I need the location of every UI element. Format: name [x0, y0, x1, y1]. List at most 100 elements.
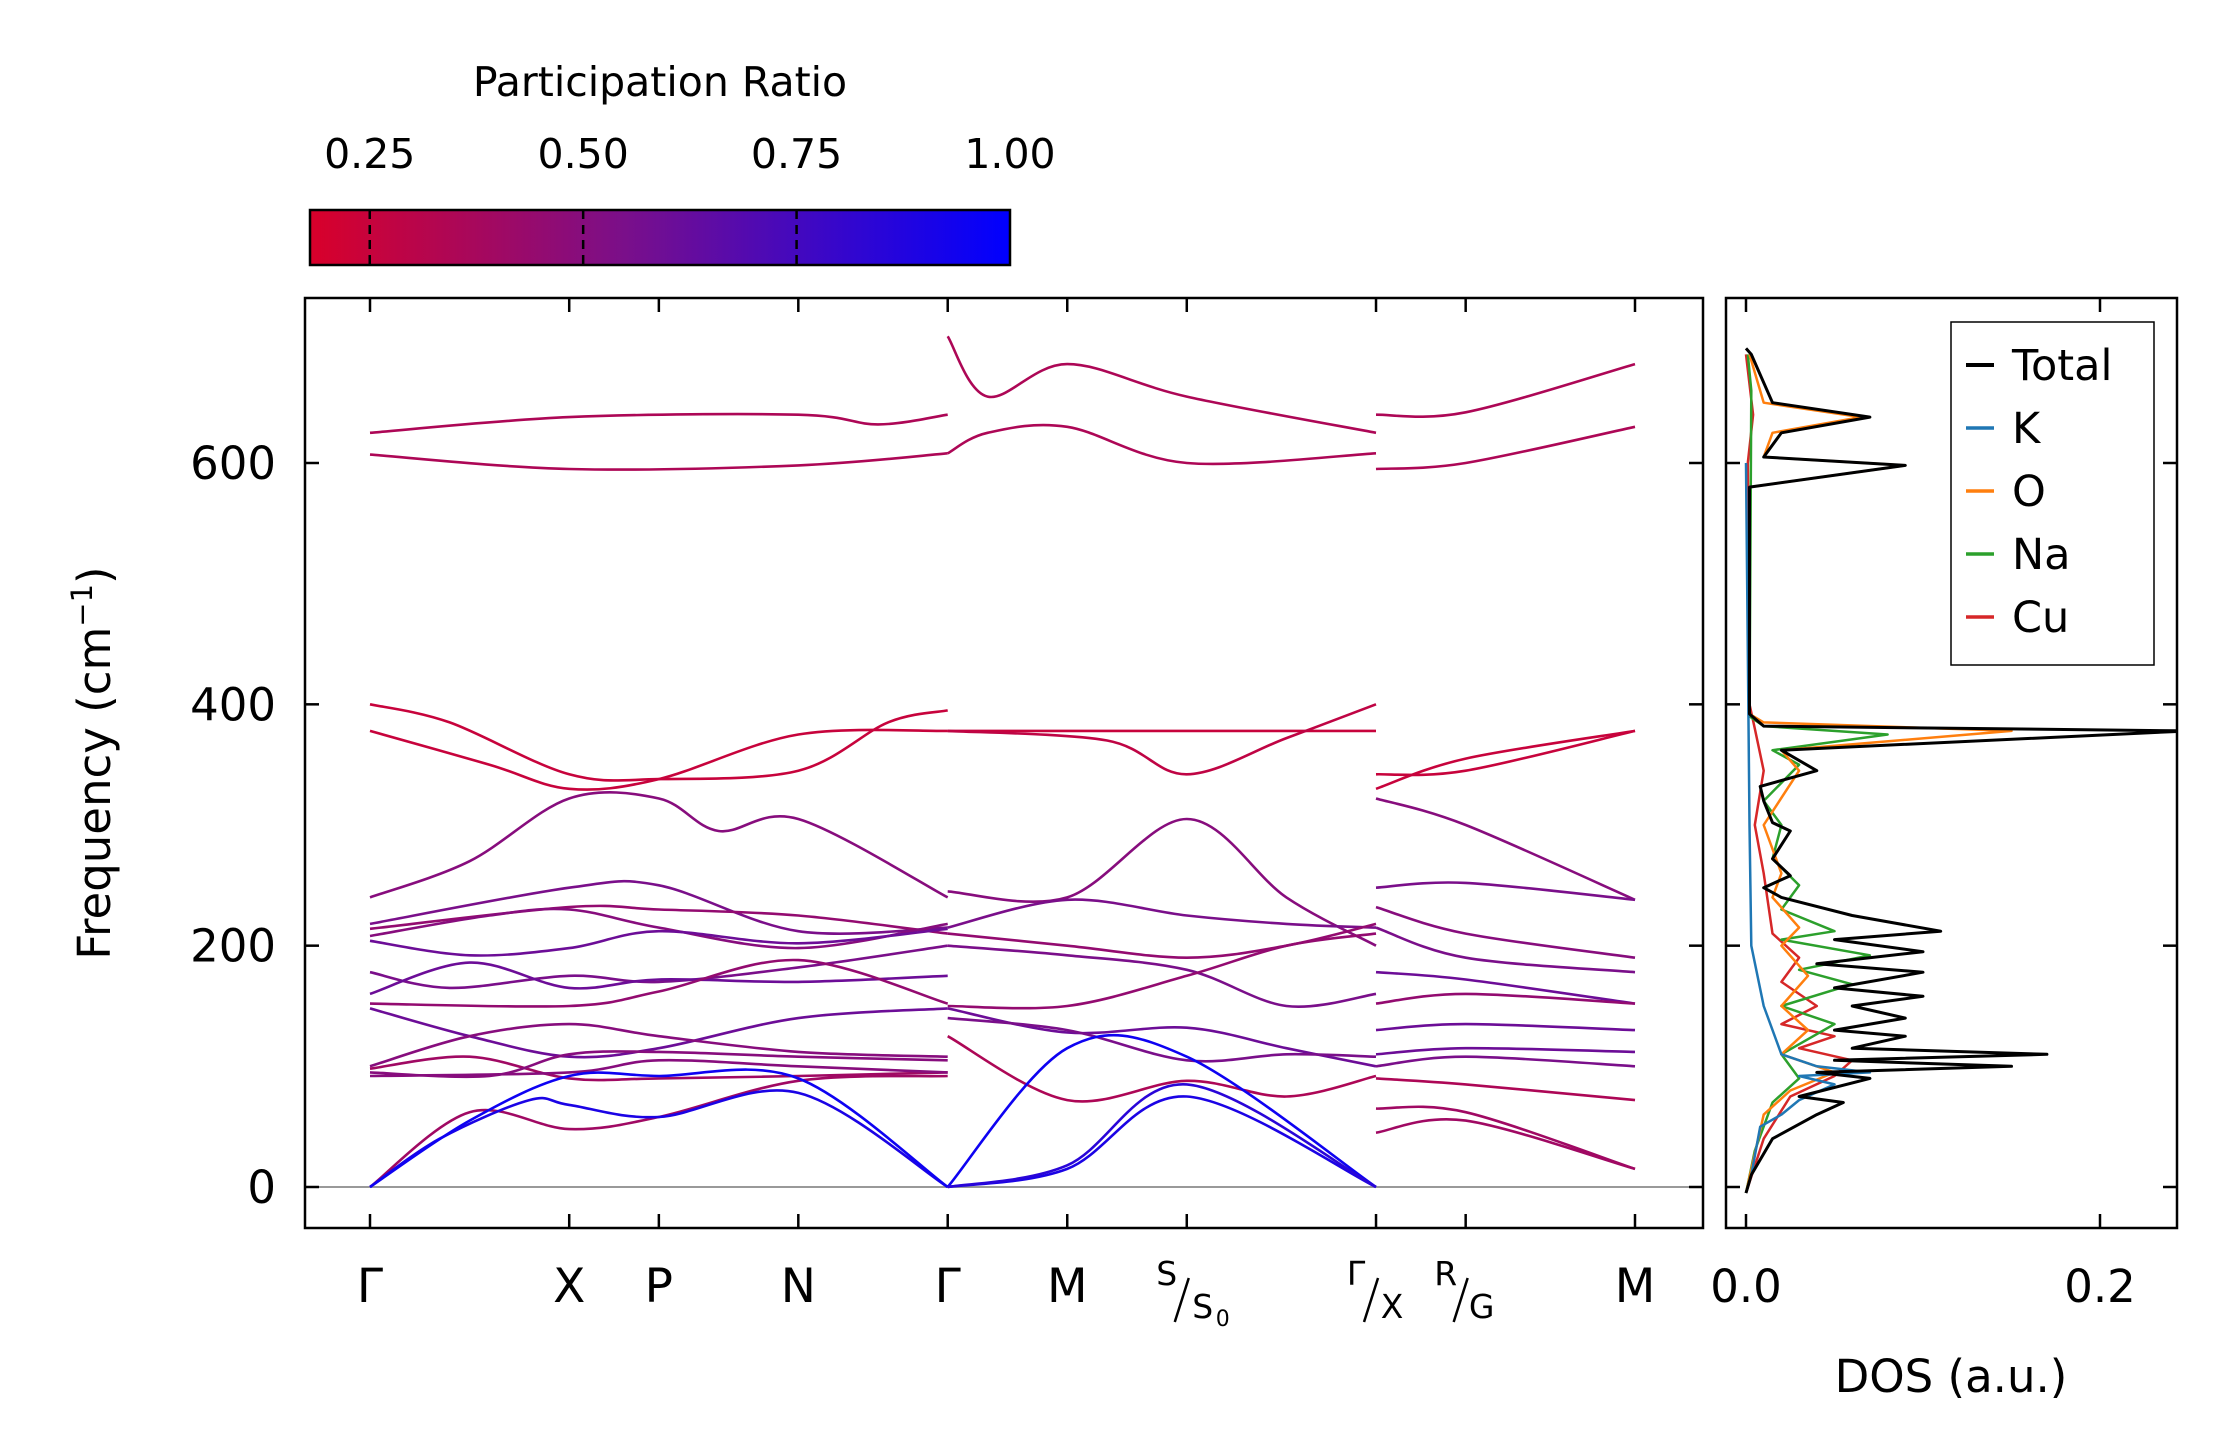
phonon-band [1375, 1118, 1636, 1171]
colorbar-tick-label: 1.00 [964, 130, 1055, 178]
dos-curve-total [1744, 347, 2177, 1194]
phonon-band [947, 1095, 1377, 1189]
phonon-band [947, 1007, 1377, 1068]
phonon-band [947, 703, 1377, 776]
kpoint-label-combined: RG [1434, 1254, 1494, 1326]
frequency-axis-ticks: 0 200 400 600 [190, 437, 1703, 1214]
kpoint-label: N [781, 1259, 816, 1314]
legend-label: O [2012, 467, 2046, 517]
phonon-bands [369, 335, 1636, 1189]
legend-label: Na [2012, 530, 2071, 580]
colorbar-title: Participation Ratio [473, 58, 847, 106]
phonon-band [369, 703, 948, 782]
kpoint-label-slash [1452, 1277, 1469, 1323]
phonon-band [947, 423, 1377, 466]
frequency-tick-label: 600 [190, 437, 276, 490]
colorbar: Participation Ratio 0.25 0.50 0.75 1.00 [308, 58, 1056, 267]
dos-tick-label: 0.0 [1710, 1260, 1782, 1313]
kpoint-label-subscript: 0 [1216, 1307, 1230, 1332]
phonon-band [947, 1016, 1377, 1063]
colorbar-tick-label: 0.50 [538, 130, 629, 178]
phonon-band [369, 907, 948, 950]
phonon-band [947, 1035, 1377, 1103]
kpoint-label: M [1047, 1259, 1088, 1314]
dos-legend: Total KO Na Cu [1950, 321, 2155, 666]
kpoint-label-combined: ΓX [1347, 1254, 1404, 1326]
phonon-band [369, 944, 948, 990]
legend-box [1950, 321, 2155, 666]
phonon-band [369, 1058, 948, 1078]
phonon-band [369, 927, 948, 957]
phonon-band [1375, 992, 1636, 1005]
colorbar-gradient [308, 208, 1012, 267]
phonon-band [947, 817, 1377, 947]
kpoint-label-slash [1362, 1277, 1380, 1323]
colorbar-tick-label: 0.25 [324, 130, 415, 178]
phonon-band [1375, 1077, 1636, 1102]
phonon-band [369, 1022, 948, 1068]
phonon-band [1375, 729, 1636, 791]
colorbar-tick-labels: 0.25 0.50 0.75 1.00 [324, 130, 1056, 178]
kpoint-label: M [1615, 1259, 1656, 1314]
kpoint-label-bottom: X [1381, 1287, 1404, 1326]
colorbar-ticks [368, 210, 798, 265]
phonon-band [1375, 1105, 1636, 1171]
phonon-band [946, 1033, 1377, 1189]
kpoint-label-bottom: G [1469, 1287, 1495, 1326]
phonon-band [1375, 1046, 1636, 1056]
kpoint-label-slash [1173, 1277, 1190, 1323]
phonon-band [947, 932, 1377, 1010]
phonon-band [947, 944, 1377, 1008]
legend-label: K [2012, 404, 2042, 454]
kpoint-label-combined: SS 0 [1156, 1254, 1229, 1332]
dos-curves [1744, 347, 2177, 1194]
phonon-band [369, 1089, 949, 1189]
kpoint-label: X [553, 1259, 585, 1314]
phonon-band [369, 412, 948, 435]
kpoint-label-top: R [1434, 1254, 1457, 1293]
frequency-tick-label: 400 [190, 678, 276, 731]
kpoint-label-bottom: S [1192, 1287, 1213, 1326]
phonon-band [369, 1007, 948, 1059]
phonon-band [1375, 797, 1636, 901]
dos-axis-label: DOS (a.u.) [1835, 1350, 2068, 1403]
band-plot-frame [303, 296, 1705, 1230]
legend-label: Total [2011, 341, 2112, 391]
phonon-band [369, 452, 948, 471]
dos-curve-na [1744, 354, 1889, 1194]
phonon-band [369, 728, 948, 791]
phonon-band [1375, 926, 1636, 974]
phonon-band [369, 958, 949, 1008]
frequency-tick-label: 0 [247, 1161, 276, 1214]
dos-plot-frame [1724, 296, 2179, 1230]
phonon-band [1375, 905, 1636, 959]
kpoint-label-top: S [1156, 1254, 1177, 1293]
phonon-band [1375, 1022, 1636, 1032]
phonon-band [369, 879, 948, 935]
dos-axis-ticks: 0.0 0.2 [1710, 298, 2177, 1313]
phonon-band [947, 898, 1377, 929]
dos-panel: 0.0 0.2 DOS (a.u.) Total KO Na Cu [1710, 296, 2179, 1403]
phonon-band [369, 791, 949, 899]
frequency-tick-label: 200 [190, 920, 276, 973]
legend-entries: Total KO Na Cu [1966, 341, 2112, 643]
phonon-band [1375, 729, 1636, 777]
phonon-band [1375, 881, 1636, 902]
phonon-band [369, 1074, 948, 1189]
phonon-band [947, 1083, 1377, 1189]
dos-tick-label: 0.2 [2064, 1260, 2136, 1313]
kpoint-label: Γ [357, 1259, 383, 1314]
phonon-band [369, 961, 948, 996]
phonon-band [369, 1055, 948, 1082]
kpoint-label-top: Γ [1347, 1254, 1366, 1293]
phonon-band [369, 1068, 949, 1189]
phonon-band [946, 335, 1377, 435]
frequency-axis-label: Frequency (cm−1) [65, 566, 121, 959]
phonon-band [1375, 362, 1636, 419]
phonon-band [1375, 1055, 1636, 1068]
kpoint-label: P [645, 1259, 673, 1314]
colorbar-tick-label: 0.75 [751, 130, 842, 178]
